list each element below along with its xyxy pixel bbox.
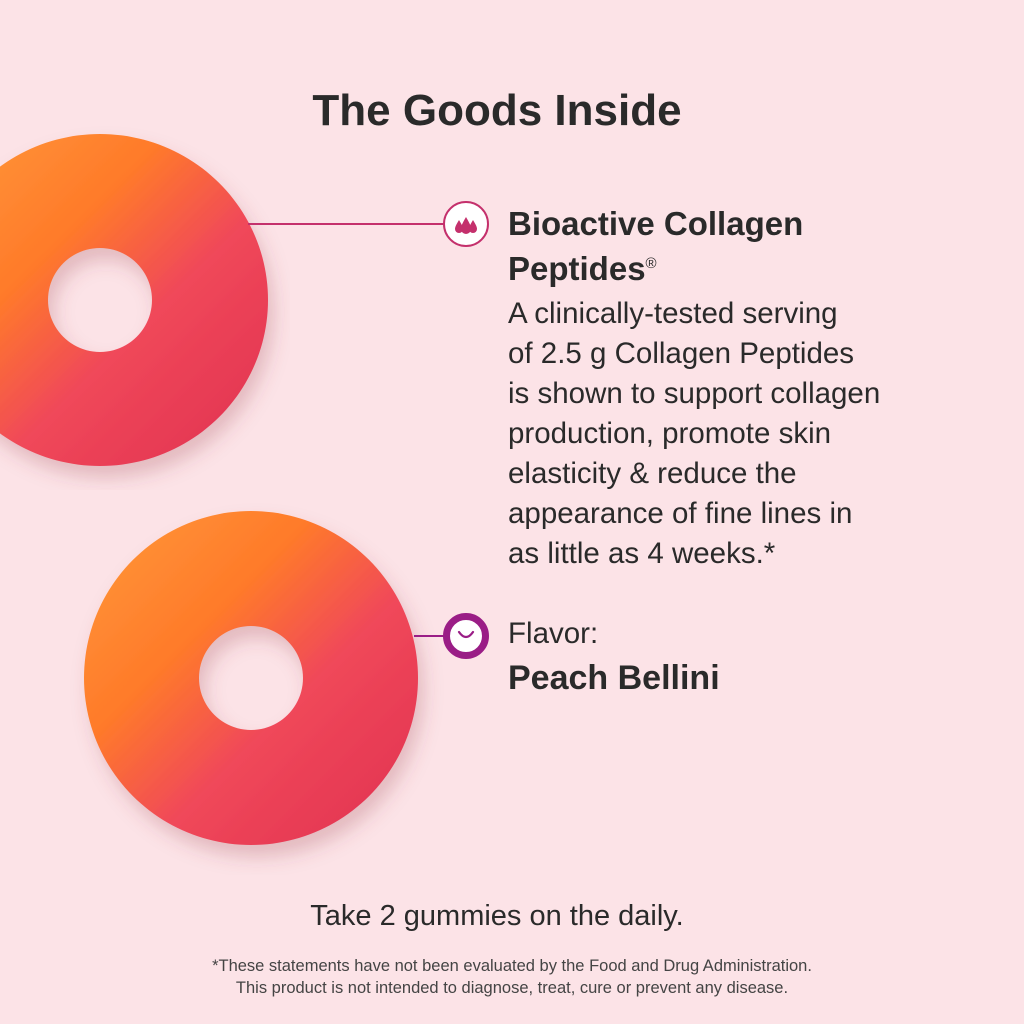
description-line: is shown to support collagen	[508, 377, 881, 410]
description-line: as little as 4 weeks.*	[508, 537, 776, 570]
page-title: The Goods Inside	[312, 86, 682, 135]
connector-line	[414, 635, 444, 637]
description-line: production, promote skin	[508, 417, 832, 450]
description-line: A clinically-tested serving	[508, 297, 838, 330]
feature-heading-line1: Bioactive Collagen	[508, 205, 804, 242]
disclaimer: *These statements have not been evaluate…	[0, 955, 1024, 999]
disclaimer-line: *These statements have not been evaluate…	[212, 957, 812, 975]
flavor-label: Flavor:	[508, 617, 599, 650]
gummy-ring	[0, 134, 268, 466]
droplets-icon	[443, 201, 489, 247]
gummy-image-top	[0, 134, 268, 466]
connector-line	[248, 223, 444, 225]
description-line: appearance of fine lines in	[508, 497, 853, 530]
feature-description: A clinically-tested serving of 2.5 g Col…	[508, 294, 1008, 574]
description-line: elasticity & reduce the	[508, 457, 797, 490]
feature-heading-line2: Peptides®	[508, 250, 657, 287]
gummy-image-bottom	[84, 511, 419, 845]
trademark: ®	[645, 255, 657, 272]
gummy-ring	[84, 511, 419, 845]
feature-heading: Bioactive Collagen Peptides®	[508, 204, 1008, 289]
smile-icon	[443, 613, 489, 659]
description-line: of 2.5 g Collagen Peptides	[508, 337, 855, 370]
directions: Take 2 gummies on the daily.	[310, 900, 684, 932]
flavor-value: Peach Bellini	[508, 659, 720, 697]
disclaimer-line: This product is not intended to diagnose…	[235, 979, 789, 997]
